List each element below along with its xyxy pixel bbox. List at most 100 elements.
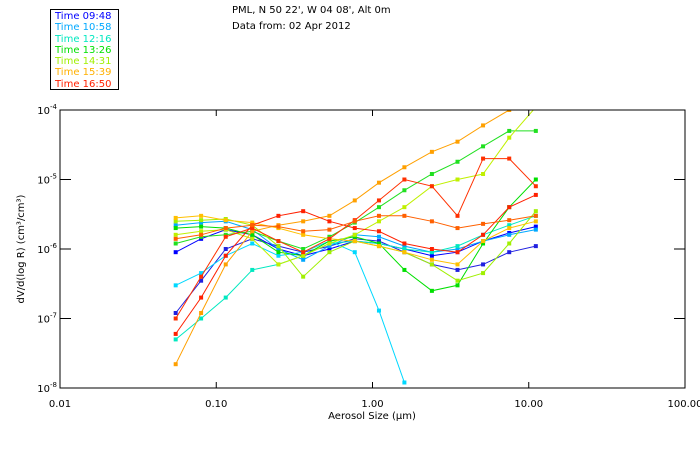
- data-point: [455, 139, 460, 144]
- data-point: [301, 274, 306, 279]
- data-point: [301, 250, 306, 255]
- data-point: [223, 253, 228, 258]
- data-point: [429, 262, 434, 267]
- series: [173, 236, 538, 315]
- legend-entry: Time 12:16: [55, 33, 112, 45]
- data-point: [402, 177, 407, 182]
- data-point: [429, 250, 434, 255]
- y-tick-label: 10-5: [37, 173, 57, 187]
- legend-entry: Time 10:58: [55, 22, 112, 34]
- data-point: [250, 241, 255, 246]
- data-point: [199, 316, 204, 321]
- data-point: [199, 224, 204, 229]
- legend-entry: Time 13:26: [55, 44, 112, 56]
- data-point: [199, 271, 204, 276]
- data-point: [173, 232, 178, 237]
- data-point: [533, 227, 538, 232]
- data-point: [481, 241, 486, 246]
- data-point: [276, 253, 281, 258]
- data-point: [455, 226, 460, 231]
- data-point: [223, 262, 228, 267]
- y-tick-base: 10: [37, 315, 50, 326]
- data-point: [301, 229, 306, 234]
- data-point: [507, 223, 512, 228]
- data-point: [533, 128, 538, 133]
- data-point: [173, 219, 178, 224]
- data-point: [455, 278, 460, 283]
- data-point: [173, 236, 178, 241]
- data-point: [376, 308, 381, 313]
- y-tick-label: 10-6: [37, 242, 57, 256]
- data-point: [376, 244, 381, 249]
- data-point: [301, 209, 306, 214]
- data-point: [276, 213, 281, 218]
- data-point: [301, 219, 306, 224]
- legend: Time 09:48 Time 10:58 Time 12:16 Time 13:26…: [50, 9, 119, 90]
- data-point: [402, 165, 407, 170]
- y-tick-base: 10: [37, 384, 50, 395]
- data-point: [455, 267, 460, 272]
- data-point: [455, 283, 460, 288]
- data-point: [402, 213, 407, 218]
- data-point: [199, 220, 204, 225]
- series-line: [175, 238, 536, 314]
- y-tick-exponent: -7: [50, 312, 57, 320]
- data-point: [327, 219, 332, 224]
- data-point: [276, 247, 281, 251]
- data-point: [199, 278, 204, 283]
- chart-subtitle: Data from: 02 Apr 2012: [232, 21, 351, 32]
- data-point: [352, 232, 357, 237]
- data-point: [327, 234, 332, 239]
- data-point: [402, 205, 407, 210]
- data-point: [276, 262, 281, 267]
- data-point: [173, 250, 178, 255]
- data-point: [250, 226, 255, 231]
- data-point: [534, 105, 538, 109]
- data-point: [533, 177, 538, 182]
- data-point: [429, 288, 434, 293]
- data-point: [250, 223, 255, 228]
- data-point: [402, 247, 407, 251]
- data-point: [173, 241, 178, 246]
- data-point: [276, 239, 281, 244]
- data-point: [301, 257, 306, 262]
- data-point: [199, 295, 204, 300]
- data-point: [327, 227, 332, 232]
- y-tick-label: 10-8: [37, 381, 57, 395]
- data-point: [173, 316, 178, 321]
- x-tick-label: 1.00: [361, 399, 383, 410]
- series: [173, 128, 538, 251]
- data-point: [173, 226, 178, 231]
- y-tick-base: 10: [37, 176, 50, 187]
- data-point: [327, 236, 332, 241]
- data-point: [429, 247, 434, 251]
- y-axis-label: dV/d(log R) (cm³/cm³): [16, 194, 27, 303]
- data-point: [173, 337, 178, 342]
- data-point: [250, 232, 255, 237]
- data-point: [481, 221, 486, 226]
- data-point: [327, 244, 332, 249]
- data-point: [250, 267, 255, 272]
- data-point: [455, 177, 460, 182]
- data-point: [533, 209, 538, 214]
- data-point: [199, 236, 204, 241]
- data-point: [376, 180, 381, 185]
- data-point: [352, 219, 357, 224]
- data-point: [455, 247, 460, 251]
- data-point: [402, 244, 407, 249]
- data-point: [533, 219, 538, 224]
- series: [173, 110, 512, 367]
- y-tick-exponent: -8: [50, 381, 57, 389]
- data-point: [429, 219, 434, 224]
- data-point: [429, 171, 434, 176]
- data-point: [507, 110, 512, 112]
- data-point: [250, 236, 255, 241]
- data-point: [481, 156, 486, 161]
- plot-frame: [59, 109, 686, 389]
- data-point: [402, 250, 407, 255]
- series: [173, 213, 538, 241]
- data-point: [250, 229, 255, 234]
- legend-entry: Time 09:48: [55, 11, 112, 22]
- data-point: [481, 262, 486, 267]
